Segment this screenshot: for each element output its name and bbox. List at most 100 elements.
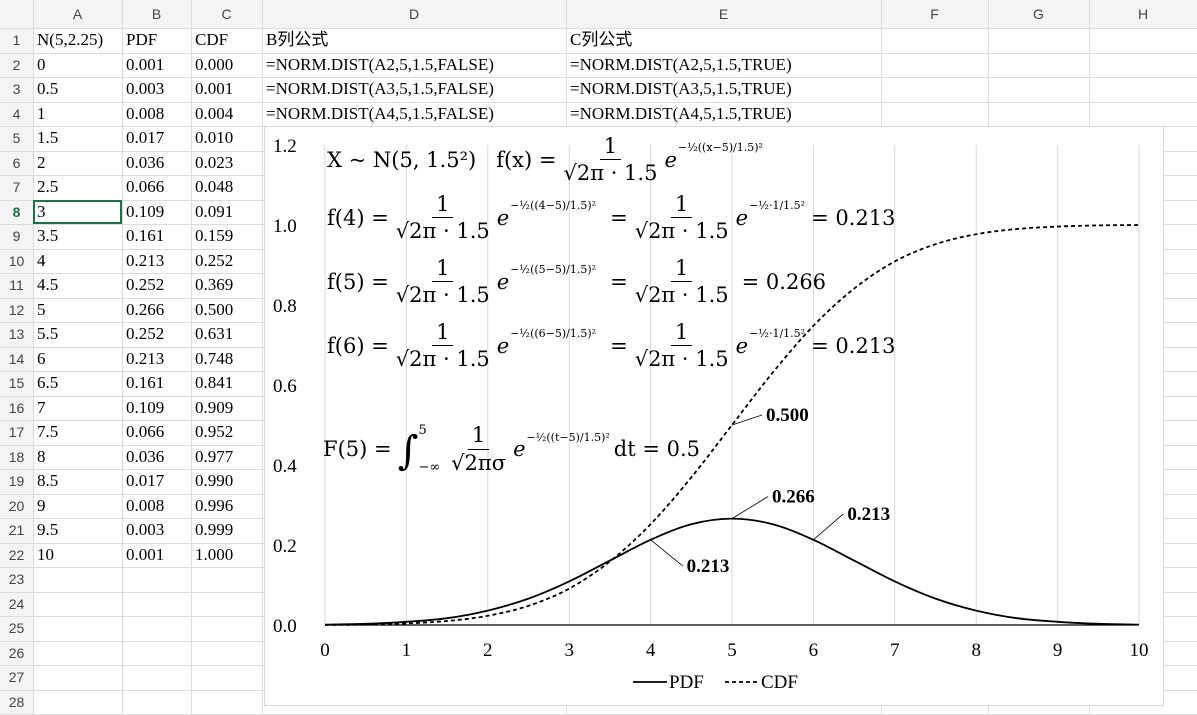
row-header-6[interactable]: 6 [12, 154, 21, 171]
cell-c8[interactable]: 0.091 [195, 201, 234, 221]
row-header-9[interactable]: 9 [12, 228, 21, 244]
cell-a14[interactable]: 6 [37, 348, 46, 368]
cell-b11[interactable]: 0.252 [126, 275, 165, 294]
row-header-11[interactable]: 11 [9, 277, 24, 293]
row-header-21[interactable]: 21 [8, 522, 25, 538]
row-header-18[interactable]: 18 [8, 448, 25, 465]
cell-c15[interactable]: 0.841 [195, 373, 234, 392]
cell-a2[interactable]: 0 [37, 54, 46, 74]
cell-b4[interactable]: 0.008 [126, 103, 165, 123]
row-header-4[interactable]: 4 [12, 105, 21, 122]
cell-c18[interactable]: 0.977 [195, 446, 234, 466]
row-header-16[interactable]: 16 [8, 399, 25, 416]
row-header-26[interactable]: 26 [8, 644, 25, 661]
cell-a5[interactable]: 1.5 [37, 128, 59, 147]
cell-a17[interactable]: 7.5 [37, 422, 59, 441]
cell-c1[interactable]: CDF [195, 30, 229, 49]
cell-a19[interactable]: 8.5 [37, 471, 59, 490]
cell-a20[interactable]: 9 [37, 495, 46, 515]
cell-a11[interactable]: 4.5 [37, 275, 59, 294]
cell-a12[interactable]: 5 [37, 299, 46, 319]
cell-c10[interactable]: 0.252 [195, 250, 234, 270]
cell-d2[interactable]: =NORM.DIST(A2,5,1.5,FALSE) [266, 54, 494, 74]
row-header-28[interactable]: 28 [8, 693, 25, 710]
cell-a10[interactable]: 4 [37, 250, 46, 270]
cell-b12[interactable]: 0.266 [126, 299, 165, 319]
cell-b22[interactable]: 0.001 [126, 544, 165, 564]
cell-e3[interactable]: =NORM.DIST(A3,5,1.5,TRUE) [570, 79, 792, 98]
cell-e1[interactable]: C列公式 [570, 30, 633, 49]
cell-a22[interactable]: 10 [37, 544, 54, 564]
cell-b5[interactable]: 0.017 [126, 128, 165, 147]
row-header-23[interactable]: 23 [8, 571, 25, 587]
cell-b20[interactable]: 0.008 [126, 495, 165, 515]
row-header-3[interactable]: 3 [12, 81, 21, 97]
cell-a18[interactable]: 8 [37, 446, 46, 466]
row-header-20[interactable]: 20 [8, 497, 25, 514]
row-header-24[interactable]: 24 [8, 595, 25, 612]
column-header-d[interactable]: D [408, 6, 420, 22]
cell-d1[interactable]: B列公式 [266, 30, 329, 49]
row-header-5[interactable]: 5 [12, 130, 21, 146]
cell-a21[interactable]: 9.5 [37, 520, 59, 539]
cell-c16[interactable]: 0.909 [195, 397, 234, 417]
cell-b19[interactable]: 0.017 [126, 471, 165, 490]
cell-c2[interactable]: 0.000 [195, 54, 234, 74]
cell-b16[interactable]: 0.109 [126, 397, 165, 417]
row-header-17[interactable]: 17 [8, 424, 25, 440]
cell-a7[interactable]: 2.5 [37, 177, 59, 196]
cell-b1[interactable]: PDF [126, 30, 158, 49]
column-header-h[interactable]: H [1137, 6, 1149, 22]
cell-a6[interactable]: 2 [37, 152, 46, 172]
cell-b21[interactable]: 0.003 [126, 520, 165, 539]
row-header-27[interactable]: 27 [8, 669, 25, 685]
cell-c11[interactable]: 0.369 [195, 275, 234, 294]
row-header-19[interactable]: 19 [8, 473, 25, 489]
cell-c12[interactable]: 0.500 [195, 299, 234, 319]
cell-b9[interactable]: 0.161 [126, 226, 165, 245]
cell-a1[interactable]: N(5,2.25) [37, 30, 104, 49]
row-header-2[interactable]: 2 [12, 56, 21, 73]
column-header-b[interactable]: B [151, 6, 162, 22]
chart[interactable]: 0.0 0.2 0.4 0.6 0.8 1.0 1.2 0 1 2 3 4 5 6 7 8 9 10 0.500 0.… [264, 126, 1164, 706]
row-header-8[interactable]: 8 [12, 203, 21, 220]
cell-e4[interactable]: =NORM.DIST(A4,5,1.5,TRUE) [570, 103, 792, 123]
cell-b7[interactable]: 0.066 [126, 177, 165, 196]
row-header-15[interactable]: 15 [8, 375, 25, 391]
cell-b3[interactable]: 0.003 [126, 79, 165, 98]
row-header-22[interactable]: 22 [8, 546, 25, 563]
cell-a4[interactable]: 1 [37, 103, 46, 123]
row-header-12[interactable]: 12 [8, 301, 25, 318]
cell-a8[interactable]: 3 [33, 199, 122, 224]
cell-a13[interactable]: 5.5 [37, 324, 59, 343]
cell-c14[interactable]: 0.748 [195, 348, 234, 368]
cell-a15[interactable]: 6.5 [37, 373, 59, 392]
cell-b13[interactable]: 0.252 [126, 324, 165, 343]
cell-d4[interactable]: =NORM.DIST(A4,5,1.5,FALSE) [266, 103, 494, 123]
cell-c5[interactable]: 0.010 [195, 128, 234, 147]
row-header-25[interactable]: 25 [8, 620, 25, 636]
row-header-13[interactable]: 13 [8, 326, 25, 342]
cell-c9[interactable]: 0.159 [195, 226, 234, 245]
column-header-e[interactable]: E [718, 6, 729, 22]
row-header-14[interactable]: 14 [8, 350, 25, 367]
cell-c3[interactable]: 0.001 [195, 79, 234, 98]
cell-b2[interactable]: 0.001 [126, 54, 165, 74]
cell-a16[interactable]: 7 [37, 397, 46, 417]
column-header-a[interactable]: A [72, 6, 83, 22]
cell-d3[interactable]: =NORM.DIST(A3,5,1.5,FALSE) [266, 79, 494, 98]
cell-b14[interactable]: 0.213 [126, 348, 165, 368]
cell-b6[interactable]: 0.036 [126, 152, 165, 172]
cell-b8[interactable]: 0.109 [126, 201, 165, 221]
row-header-10[interactable]: 10 [8, 252, 25, 269]
cell-c7[interactable]: 0.048 [195, 177, 234, 196]
cell-e2[interactable]: =NORM.DIST(A2,5,1.5,TRUE) [570, 54, 792, 74]
cell-c19[interactable]: 0.990 [195, 471, 234, 490]
cell-b10[interactable]: 0.213 [126, 250, 165, 270]
cell-c17[interactable]: 0.952 [195, 422, 234, 441]
column-header-c[interactable]: C [221, 6, 232, 22]
cell-c4[interactable]: 0.004 [195, 103, 234, 123]
cell-b18[interactable]: 0.036 [126, 446, 165, 466]
column-header-g[interactable]: G [1033, 6, 1044, 22]
row-header-1[interactable]: 1 [12, 32, 21, 48]
